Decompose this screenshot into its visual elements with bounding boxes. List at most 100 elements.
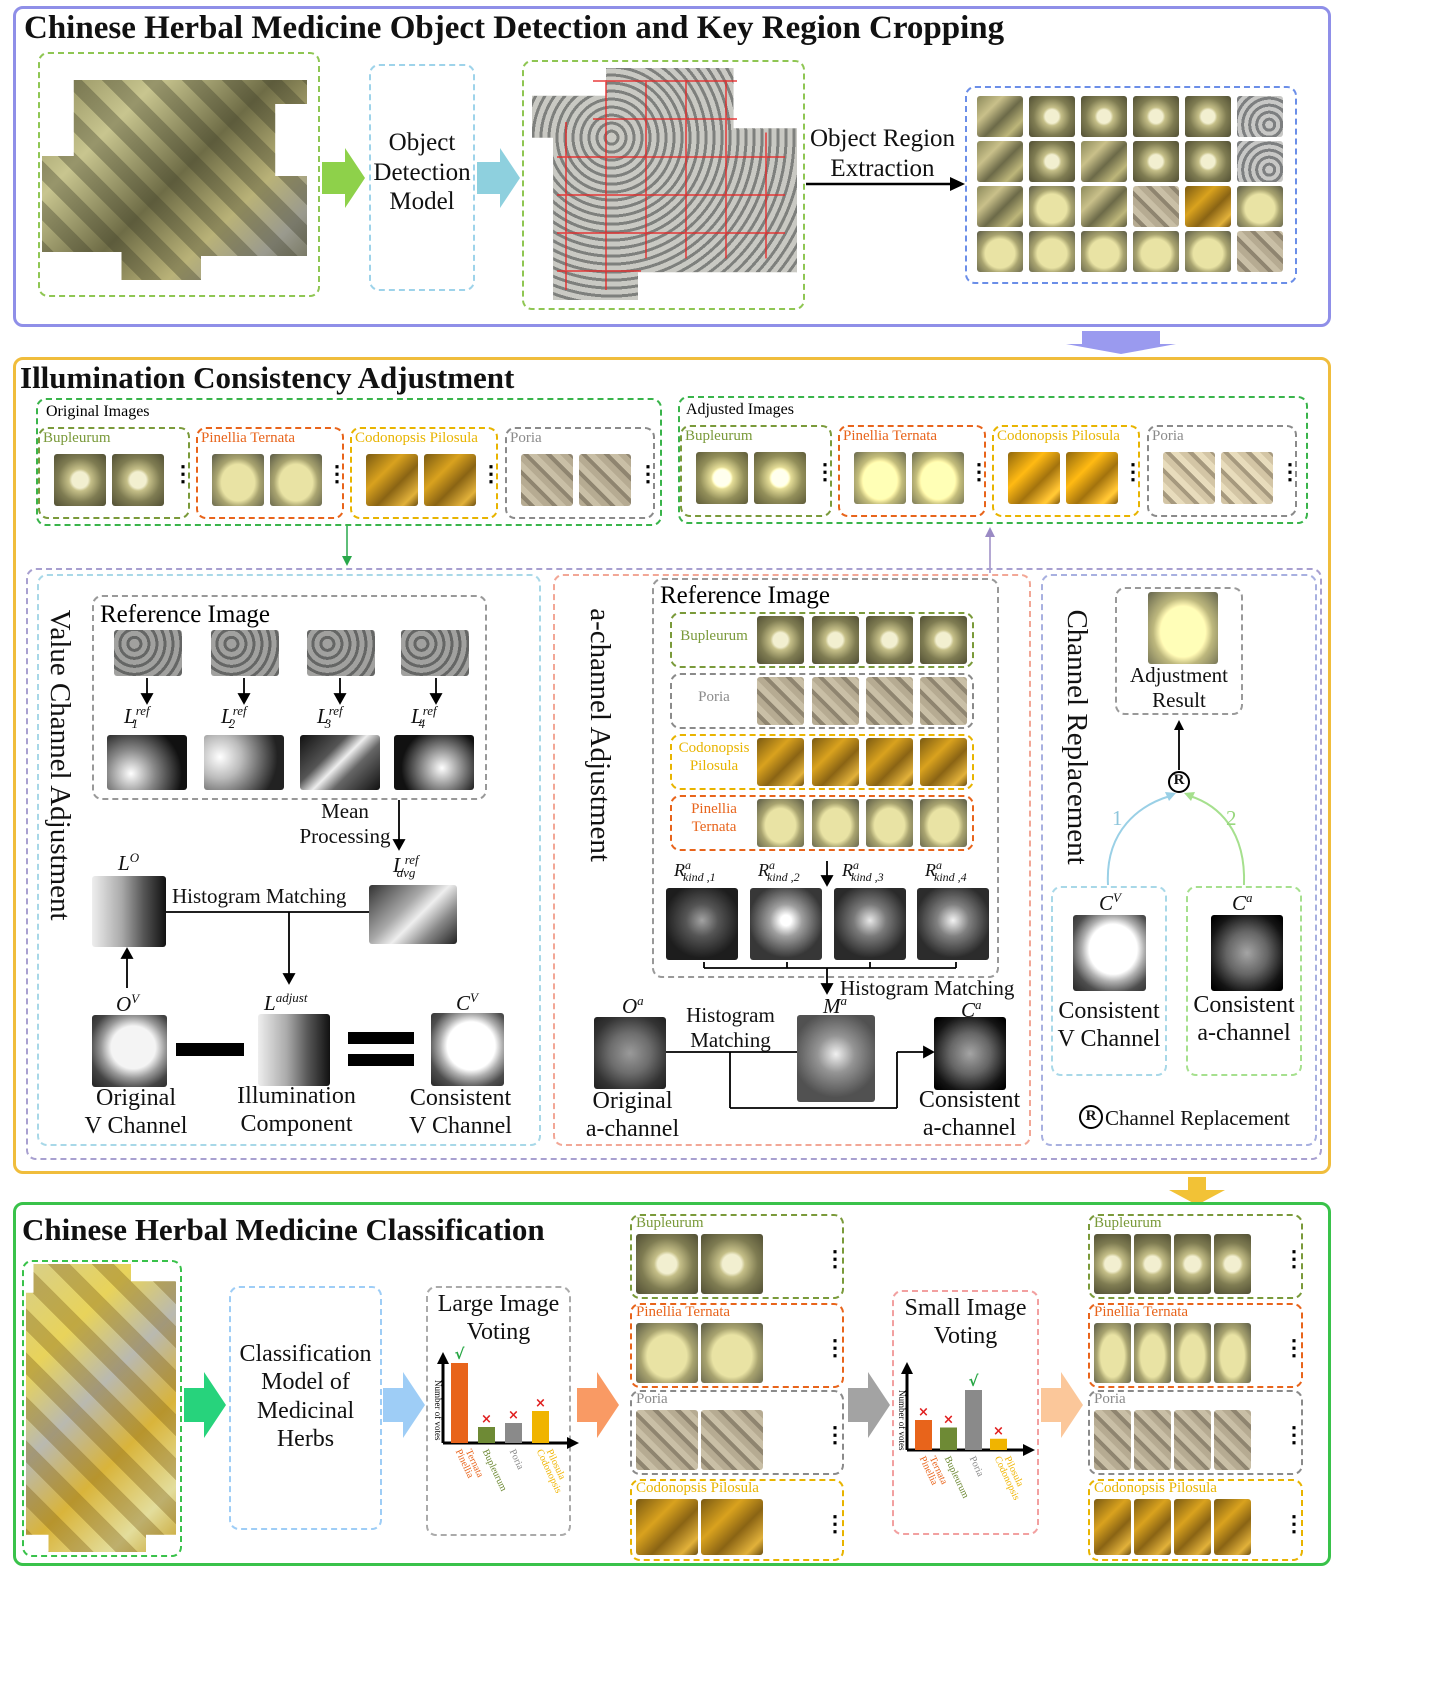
herb-thumbnail — [424, 454, 476, 506]
classification-model-label: Classification Model of Medicinal Herbs — [239, 1341, 372, 1452]
a-histogram-left-label: Histogram Matching — [686, 1003, 775, 1052]
consistent-v-label: Consistent V Channel — [409, 1085, 512, 1140]
ref-letter: L — [411, 704, 423, 728]
r-sub: kind ,2 — [767, 869, 800, 884]
vote-thumb — [1214, 1499, 1251, 1555]
vote-bar — [451, 1363, 468, 1443]
legend-channel-replacement: Channel Replacement — [1105, 1106, 1290, 1130]
vote-group-label: Poria — [1094, 1391, 1126, 1407]
herb-thumbnail — [912, 452, 964, 504]
input-mosaic-image — [42, 80, 307, 280]
replace-cv-letter: C — [1099, 891, 1114, 915]
value-reference-box — [92, 595, 487, 800]
herb-thumbnail — [521, 454, 573, 506]
herb-group-label: Bupleurum — [43, 430, 111, 446]
reference-image — [307, 630, 375, 676]
r-sup: a — [685, 858, 691, 872]
ellipsis: ⋮ — [1122, 459, 1144, 484]
ca-symbol: Ca — [961, 997, 982, 1023]
ov-sup: V — [131, 991, 140, 1006]
a-kind-thumb — [757, 616, 804, 664]
herb-group-box — [196, 427, 344, 519]
cropped-region — [1237, 141, 1283, 182]
a-kind-thumb — [920, 799, 967, 847]
illumination-panel — [13, 357, 1331, 1174]
pipeline-outer-box — [26, 568, 1322, 1160]
replace-ca-letter: C — [1232, 891, 1247, 915]
r-kind-map — [917, 888, 989, 960]
ref-letter: L — [317, 704, 329, 728]
ref-sub: 4 — [418, 716, 426, 732]
vote-group-label: Pinellia Ternata — [636, 1304, 731, 1320]
cross-mark: × — [535, 1396, 546, 1411]
channel-replacement-box — [1041, 574, 1317, 1146]
ca-image — [934, 1017, 1006, 1090]
ref-sup: ref — [422, 703, 437, 718]
cropped-region — [977, 186, 1023, 227]
a-kind-label: Poria — [698, 689, 730, 705]
original-images-box — [36, 398, 662, 526]
oa-letter: O — [622, 994, 638, 1018]
ellipsis: ⋮ — [1279, 459, 1301, 484]
vote-group-label: Poria — [636, 1391, 668, 1407]
cv-symbol: CV — [456, 990, 478, 1016]
original-v-label: Original V Channel — [84, 1085, 188, 1140]
illumination-map — [394, 735, 474, 790]
r-letter: R — [925, 860, 936, 880]
replace-cv-image — [1073, 915, 1146, 991]
cross-mark: × — [918, 1405, 929, 1420]
ref-letter: L — [124, 704, 136, 728]
vote-group-label: Codonopsis Pilosula — [1094, 1480, 1217, 1496]
a-kind-thumb — [866, 616, 913, 664]
ref-sup: ref — [328, 703, 343, 718]
vote-bar — [965, 1390, 982, 1450]
ellipsis: ⋮ — [1283, 1511, 1305, 1536]
vote-group-box — [1088, 1390, 1303, 1475]
vote-thumb — [1094, 1234, 1131, 1294]
r-letter: R — [674, 860, 685, 880]
a-kind-label: Bupleurum — [680, 628, 748, 644]
detection-title: Chinese Herbal Medicine Object Detection… — [24, 10, 1005, 46]
a-kind-thumb — [757, 799, 804, 847]
replace-ca-symbol: Ca — [1232, 890, 1253, 916]
adjustment-result-image — [1148, 592, 1218, 664]
input-images-box — [38, 52, 320, 297]
vote-thumb — [1094, 1323, 1131, 1383]
ref-letter: L — [221, 704, 233, 728]
adjusted-images-box — [678, 396, 1308, 524]
replace-cv-sup: V — [1113, 890, 1121, 905]
ellipsis: ⋮ — [480, 461, 502, 486]
cropped-region — [1133, 186, 1179, 227]
adjustment-result-box — [1115, 587, 1243, 715]
a-kind-thumb — [920, 738, 967, 786]
herb-thumbnail — [1066, 452, 1118, 504]
cross-mark: × — [943, 1413, 954, 1428]
vote-thumb — [1134, 1499, 1171, 1555]
r-letter: R — [758, 860, 769, 880]
vote-group-label: Codonopsis Pilosula — [636, 1480, 759, 1496]
vote-group-label: Pinellia Ternata — [1094, 1304, 1189, 1320]
cropped-region — [1185, 141, 1231, 182]
lavg-sup: ref — [404, 852, 419, 867]
r-sub: kind ,4 — [934, 869, 967, 884]
cross-mark: × — [993, 1424, 1004, 1439]
ellipsis: ⋮ — [968, 459, 990, 484]
r-kind-symbol: Rakind ,4 — [925, 858, 967, 884]
ma-symbol: Ma — [823, 993, 847, 1019]
x-axis-arrow — [567, 1437, 579, 1449]
vote-thumb — [1094, 1499, 1131, 1555]
vote-bar — [478, 1427, 495, 1443]
detection-model-box — [369, 64, 475, 291]
oa-image — [594, 1017, 666, 1089]
vote-thumb — [636, 1323, 698, 1383]
check-mark: √ — [968, 1372, 979, 1390]
ellipsis: ⋮ — [637, 461, 659, 486]
a-kind-thumb — [866, 799, 913, 847]
adjusted-images-label: Adjusted Images — [686, 401, 794, 418]
cv-image — [431, 1013, 504, 1086]
a-kind-row — [670, 673, 974, 729]
cropped-region — [1029, 186, 1075, 227]
